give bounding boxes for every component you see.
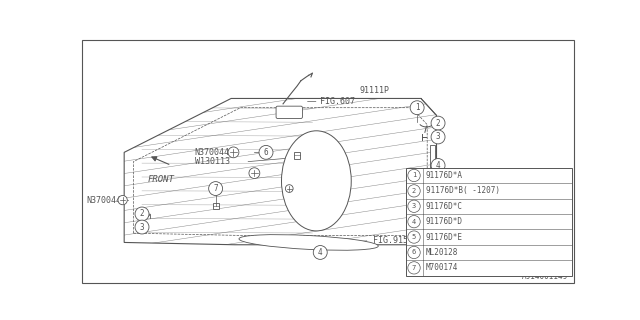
Circle shape xyxy=(408,246,420,259)
Ellipse shape xyxy=(239,235,378,250)
Text: 2: 2 xyxy=(412,188,416,194)
Text: 3: 3 xyxy=(436,132,440,141)
Bar xyxy=(212,203,219,209)
Text: N370044: N370044 xyxy=(195,148,230,157)
Circle shape xyxy=(135,220,149,234)
Circle shape xyxy=(408,200,420,212)
Text: 6: 6 xyxy=(264,148,268,157)
Text: A914001149: A914001149 xyxy=(522,272,568,281)
Circle shape xyxy=(408,231,420,243)
Text: N370044: N370044 xyxy=(86,196,121,204)
Circle shape xyxy=(408,262,420,274)
Circle shape xyxy=(431,184,445,198)
Circle shape xyxy=(431,158,445,172)
Text: 3: 3 xyxy=(412,203,416,209)
Text: 1: 1 xyxy=(415,103,419,112)
Text: 91176D*B( -1207): 91176D*B( -1207) xyxy=(426,186,500,195)
Text: FRONT: FRONT xyxy=(148,175,175,184)
Text: W130113: W130113 xyxy=(195,157,230,166)
Text: 1: 1 xyxy=(412,172,416,179)
Circle shape xyxy=(431,116,445,130)
Text: 6: 6 xyxy=(412,250,416,255)
Text: 2: 2 xyxy=(436,119,440,128)
Text: 4: 4 xyxy=(412,219,416,225)
Circle shape xyxy=(259,145,273,159)
Text: 91176D*A: 91176D*A xyxy=(426,171,463,180)
Text: 91176D*E: 91176D*E xyxy=(426,233,463,242)
Text: 4: 4 xyxy=(436,161,440,170)
Ellipse shape xyxy=(282,131,351,231)
Text: ML20128: ML20128 xyxy=(426,248,458,257)
Bar xyxy=(406,168,572,276)
Text: 5: 5 xyxy=(412,234,416,240)
Text: FIG.915: FIG.915 xyxy=(373,236,408,245)
Circle shape xyxy=(408,185,420,197)
Circle shape xyxy=(228,147,239,158)
Text: 91111P: 91111P xyxy=(359,86,389,95)
Text: 4: 4 xyxy=(318,248,323,257)
Text: M700174: M700174 xyxy=(426,263,458,272)
Text: 91176D*D: 91176D*D xyxy=(426,217,463,226)
Text: 5: 5 xyxy=(436,186,440,195)
Circle shape xyxy=(118,196,127,205)
Text: 91176D*C: 91176D*C xyxy=(426,202,463,211)
Circle shape xyxy=(249,168,260,179)
Text: 3: 3 xyxy=(140,222,144,232)
Text: FIG.607: FIG.607 xyxy=(320,97,355,106)
Bar xyxy=(294,152,300,158)
Circle shape xyxy=(135,207,149,221)
Text: 7: 7 xyxy=(412,265,416,271)
Text: 2: 2 xyxy=(140,210,144,219)
Circle shape xyxy=(313,245,327,260)
Polygon shape xyxy=(124,99,436,245)
Circle shape xyxy=(408,215,420,228)
Circle shape xyxy=(410,101,424,115)
Circle shape xyxy=(408,169,420,182)
Polygon shape xyxy=(430,145,435,192)
Circle shape xyxy=(285,185,293,192)
Circle shape xyxy=(209,182,223,196)
Circle shape xyxy=(431,130,445,144)
FancyBboxPatch shape xyxy=(276,106,303,118)
Text: 7: 7 xyxy=(213,184,218,193)
